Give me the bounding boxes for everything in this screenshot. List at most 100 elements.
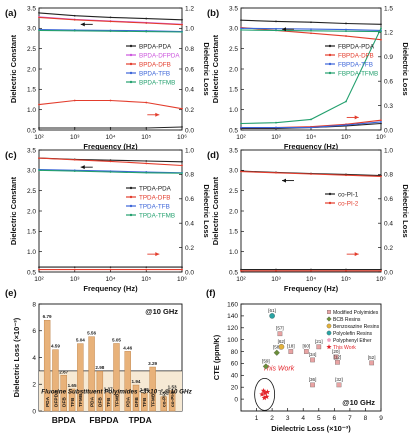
x-tick-label: 7 — [348, 415, 352, 422]
y-tick-label: 3.5 — [229, 147, 238, 154]
left-axis-arrowhead — [282, 27, 286, 32]
data-label: 1.37 — [104, 387, 113, 392]
data-point-fbpda-pda — [310, 21, 312, 24]
data-label: 5.04 — [76, 338, 85, 343]
data-point-fbpda-tfmb-loss — [240, 122, 242, 125]
panel-label: (e) — [5, 288, 17, 299]
legend-marker — [328, 53, 332, 57]
y-tick-label: 0.5 — [27, 269, 36, 276]
data-point-co-pi-2 — [275, 171, 277, 174]
data-point-bpda-pda-loss — [73, 127, 76, 129]
legend-marker — [129, 80, 133, 84]
x-tick-label: 10² — [34, 276, 44, 283]
data-point-fbpda-tfb-loss — [275, 126, 277, 129]
point-modified-polyimides — [369, 360, 375, 366]
legend-marker — [328, 44, 332, 48]
group-label: TPDA — [129, 415, 152, 425]
legend-marker — [129, 62, 133, 66]
y2-tick-label: 0.0 — [384, 127, 393, 134]
right-axis-arrowhead — [155, 112, 160, 117]
point-modified-polyimides — [335, 359, 340, 365]
y2-axis-label: Dielectric Loss — [202, 42, 211, 95]
point-polyolefin-resins — [269, 313, 275, 319]
data-label: 1.94 — [132, 379, 141, 384]
x-tick-label: 10⁶ — [177, 134, 187, 141]
data-point-bpda-pda-loss — [38, 127, 40, 129]
left-axis-arrowhead — [80, 22, 85, 27]
y-tick-label: 2.5 — [229, 188, 238, 195]
data-point-bpda-dfb — [181, 23, 183, 26]
y-tick-label: 60 — [231, 361, 239, 368]
data-point-tpda-tfmb — [181, 172, 183, 175]
panel-title: @10 GHz — [342, 398, 375, 407]
legend-label: Polyphenyl Ether — [333, 338, 372, 344]
y-axis-label: Dielectric Loss (×10⁻³) — [12, 317, 21, 397]
y2-tick-label: 0.8 — [185, 46, 194, 53]
data-point-fbpda-pda — [240, 19, 242, 22]
bar-dfb — [96, 370, 104, 412]
y-tick-label: 3.0 — [229, 168, 238, 175]
y-tick-label: 2.0 — [229, 66, 238, 73]
point-this-work — [259, 391, 265, 397]
y2-tick-label: 0.0 — [185, 269, 194, 276]
y-axis-label: Dielectric Constant — [9, 34, 18, 103]
x-tick-label: 10⁶ — [376, 276, 386, 283]
point-label: [21] — [315, 339, 323, 344]
legend-marker — [326, 337, 332, 342]
legend-label: BCB Resins — [333, 317, 361, 323]
x-tick-label: 10² — [236, 276, 246, 283]
y-tick-label: 1.0 — [27, 107, 36, 114]
legend-label: TPDA-PDA — [139, 185, 172, 192]
x-tick-label: 10⁴ — [306, 134, 316, 141]
legend-label: FBPDA-TFMB — [338, 70, 378, 77]
y2-tick-label: 1.0 — [384, 147, 393, 154]
point-benzoxazine-resins — [278, 344, 285, 350]
data-point-bpda-tfmb — [145, 30, 148, 33]
point-modified-polyimides — [310, 382, 315, 388]
y2-tick-label: 1.0 — [185, 147, 194, 154]
bar-tfb — [68, 388, 76, 412]
legend-label: co-PI-2 — [338, 200, 359, 207]
legend-label: Polyolefin Resins — [333, 331, 373, 337]
y-tick-label: 3.5 — [229, 5, 238, 12]
y-tick-label: 0 — [234, 396, 238, 403]
data-point-tpda-pda-loss — [38, 266, 40, 269]
y-tick-label: 1.5 — [27, 87, 36, 94]
y2-tick-label: 0.4 — [185, 221, 194, 228]
data-point-tpda-dfb — [109, 160, 112, 163]
data-point-bpda-dfb-loss — [145, 101, 148, 104]
highlight-label: This Work — [263, 366, 295, 373]
bar-dfb — [132, 384, 140, 412]
data-label: 1.07 — [159, 391, 168, 396]
data-point-fbpda-tfb-loss — [310, 126, 312, 129]
data-point-bpda-tfmb — [181, 31, 183, 33]
x-tick-label: 10⁴ — [306, 276, 316, 283]
y-tick-label: 0.5 — [229, 269, 238, 276]
legend-label: BPDA-PDA — [139, 43, 172, 50]
panel-b: (b) 10² 10³ 10⁴ 10⁵ 10⁶ 0.5 1.0 1.5 2.0 2.5 3.0 3.5 0… — [207, 5, 410, 151]
panel-label: (d) — [207, 150, 219, 161]
bar-co-pi-1 — [160, 396, 167, 412]
plot-frame — [240, 7, 382, 131]
y2-tick-label: 0.6 — [185, 196, 194, 203]
data-point-bpda-pda — [38, 11, 40, 14]
panel-label: (f) — [206, 288, 216, 299]
y2-tick-label: 0.3 — [384, 103, 393, 110]
group-label: FBPDA — [89, 415, 118, 425]
y-tick-label: 2.5 — [229, 46, 238, 53]
point-label: [58] — [273, 345, 281, 350]
bar-tfmb — [77, 343, 84, 412]
category-label: TFMB — [78, 393, 84, 407]
data-point-bpda-tfmb — [73, 29, 76, 32]
x-tick-label: 10³ — [70, 276, 80, 283]
x-tick-label: 10⁵ — [141, 134, 151, 141]
data-point-bpda-dfb-loss — [38, 103, 40, 106]
data-label: 4.46 — [123, 345, 132, 350]
data-point-co-pi-2 — [240, 170, 242, 173]
data-point-fbpda-tfb — [275, 27, 277, 30]
y2-tick-label: 1.2 — [384, 30, 393, 37]
data-point-bpda-dfb — [38, 16, 40, 19]
y-tick-label: 3.5 — [27, 5, 36, 12]
legend-marker — [326, 344, 332, 350]
point-label: [61] — [268, 308, 276, 313]
